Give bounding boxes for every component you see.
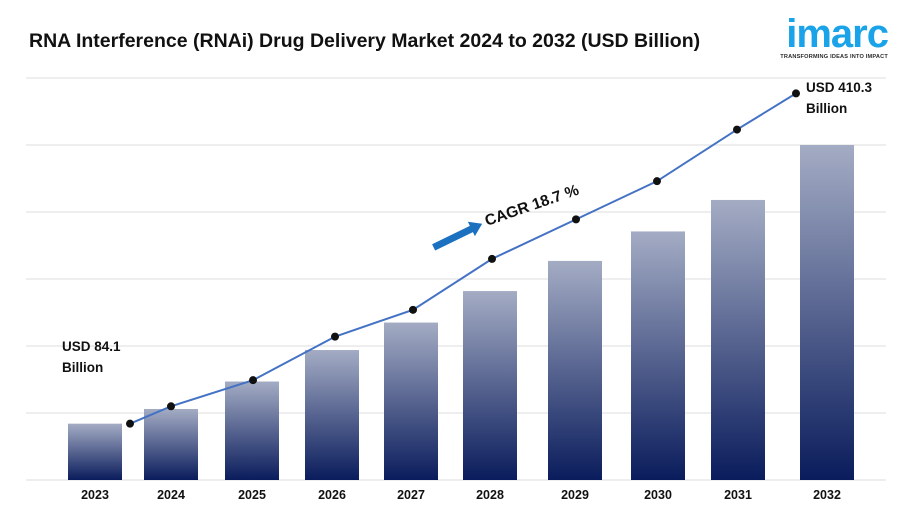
trend-line	[129, 92, 797, 425]
trend-marker	[409, 305, 417, 314]
trend-marker	[488, 254, 496, 263]
trend-marker	[126, 419, 134, 428]
chart-title: RNA Interference (RNAi) Drug Delivery Ma…	[29, 30, 701, 52]
x-tick-label: 2025	[238, 488, 266, 502]
bar-2027	[384, 322, 438, 480]
logo-tagline: TRANSFORMING IDEAS INTO IMPACT	[780, 54, 888, 60]
x-tick-label: 2031	[724, 488, 752, 502]
trend-markers	[126, 89, 800, 428]
bar-2026	[305, 350, 359, 480]
start-unit-label: Billion	[62, 360, 103, 375]
start-value-label: USD 84.1	[62, 339, 121, 354]
trend-marker	[653, 177, 661, 186]
x-tick-label: 2024	[157, 488, 185, 502]
x-tick-label: 2029	[561, 488, 589, 502]
bar-2025	[225, 381, 279, 480]
x-tick-label: 2032	[813, 488, 841, 502]
trend-line-group	[129, 92, 797, 425]
logo-wordmark: imarc	[786, 12, 889, 56]
trend-marker	[792, 89, 800, 98]
x-tick-label: 2028	[476, 488, 504, 502]
bar-2028	[463, 291, 517, 480]
cagr-arrow	[432, 221, 483, 251]
x-tick-label: 2023	[81, 488, 109, 502]
cagr-label: CAGR 18.7 %	[483, 182, 582, 230]
bar-2029	[548, 260, 602, 480]
trend-marker	[331, 332, 339, 341]
x-tick-label: 2026	[318, 488, 346, 502]
end-value-label: USD 410.3	[806, 80, 873, 95]
bar-2024	[144, 408, 198, 480]
x-axis-ticks: 2023 2024 2025 2026 2027 2028 2029 2030 2031 2032	[81, 488, 841, 502]
bars	[68, 145, 854, 480]
end-unit-label: Billion	[806, 101, 847, 116]
trend-marker	[733, 125, 741, 134]
bar-2031	[711, 199, 765, 480]
bar-2023	[68, 423, 122, 480]
bar-2030	[631, 231, 685, 480]
trend-marker	[572, 215, 580, 224]
trend-marker	[167, 402, 175, 411]
x-tick-label: 2030	[644, 488, 672, 502]
imarc-logo: imarc TRANSFORMING IDEAS INTO IMPACT	[768, 8, 889, 64]
trend-marker	[249, 376, 257, 385]
x-tick-label: 2027	[397, 488, 425, 502]
bar-2032	[800, 145, 854, 480]
